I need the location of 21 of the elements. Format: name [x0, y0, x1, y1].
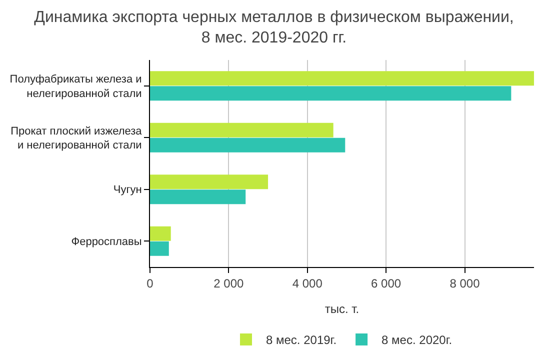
legend-label: 8 мес. 2019г. — [266, 333, 337, 348]
x-tick-label: 0 — [146, 276, 154, 290]
bar — [150, 190, 246, 204]
x-axis-title: тыс. т. — [324, 302, 360, 316]
bar — [150, 226, 171, 241]
x-tick-label: 6 000 — [371, 276, 402, 290]
legend-label: 8 мес. 2020г. — [382, 333, 452, 348]
bar — [150, 241, 169, 256]
y-tick-label: Прокат плоский изжелеза и нелегированной стали — [10, 125, 143, 152]
bar — [150, 86, 512, 101]
chart-title: Динамика экспорта черных металлов в физическом выражении, 8 мес. 2019-2020 гг. — [34, 8, 514, 47]
x-tick-label: 4 000 — [292, 276, 323, 290]
x-tick-label: 2 000 — [214, 276, 244, 290]
bar — [150, 122, 334, 138]
x-tick-label: 8 000 — [450, 276, 480, 290]
bar — [150, 174, 268, 190]
y-tick-label: Ферросплавы — [71, 236, 142, 248]
y-tick-label: Чугун — [113, 184, 142, 196]
bar — [150, 71, 534, 86]
bar — [150, 138, 346, 152]
y-tick-label: Полуфабрикаты железа и нелегированной стали — [10, 74, 142, 100]
